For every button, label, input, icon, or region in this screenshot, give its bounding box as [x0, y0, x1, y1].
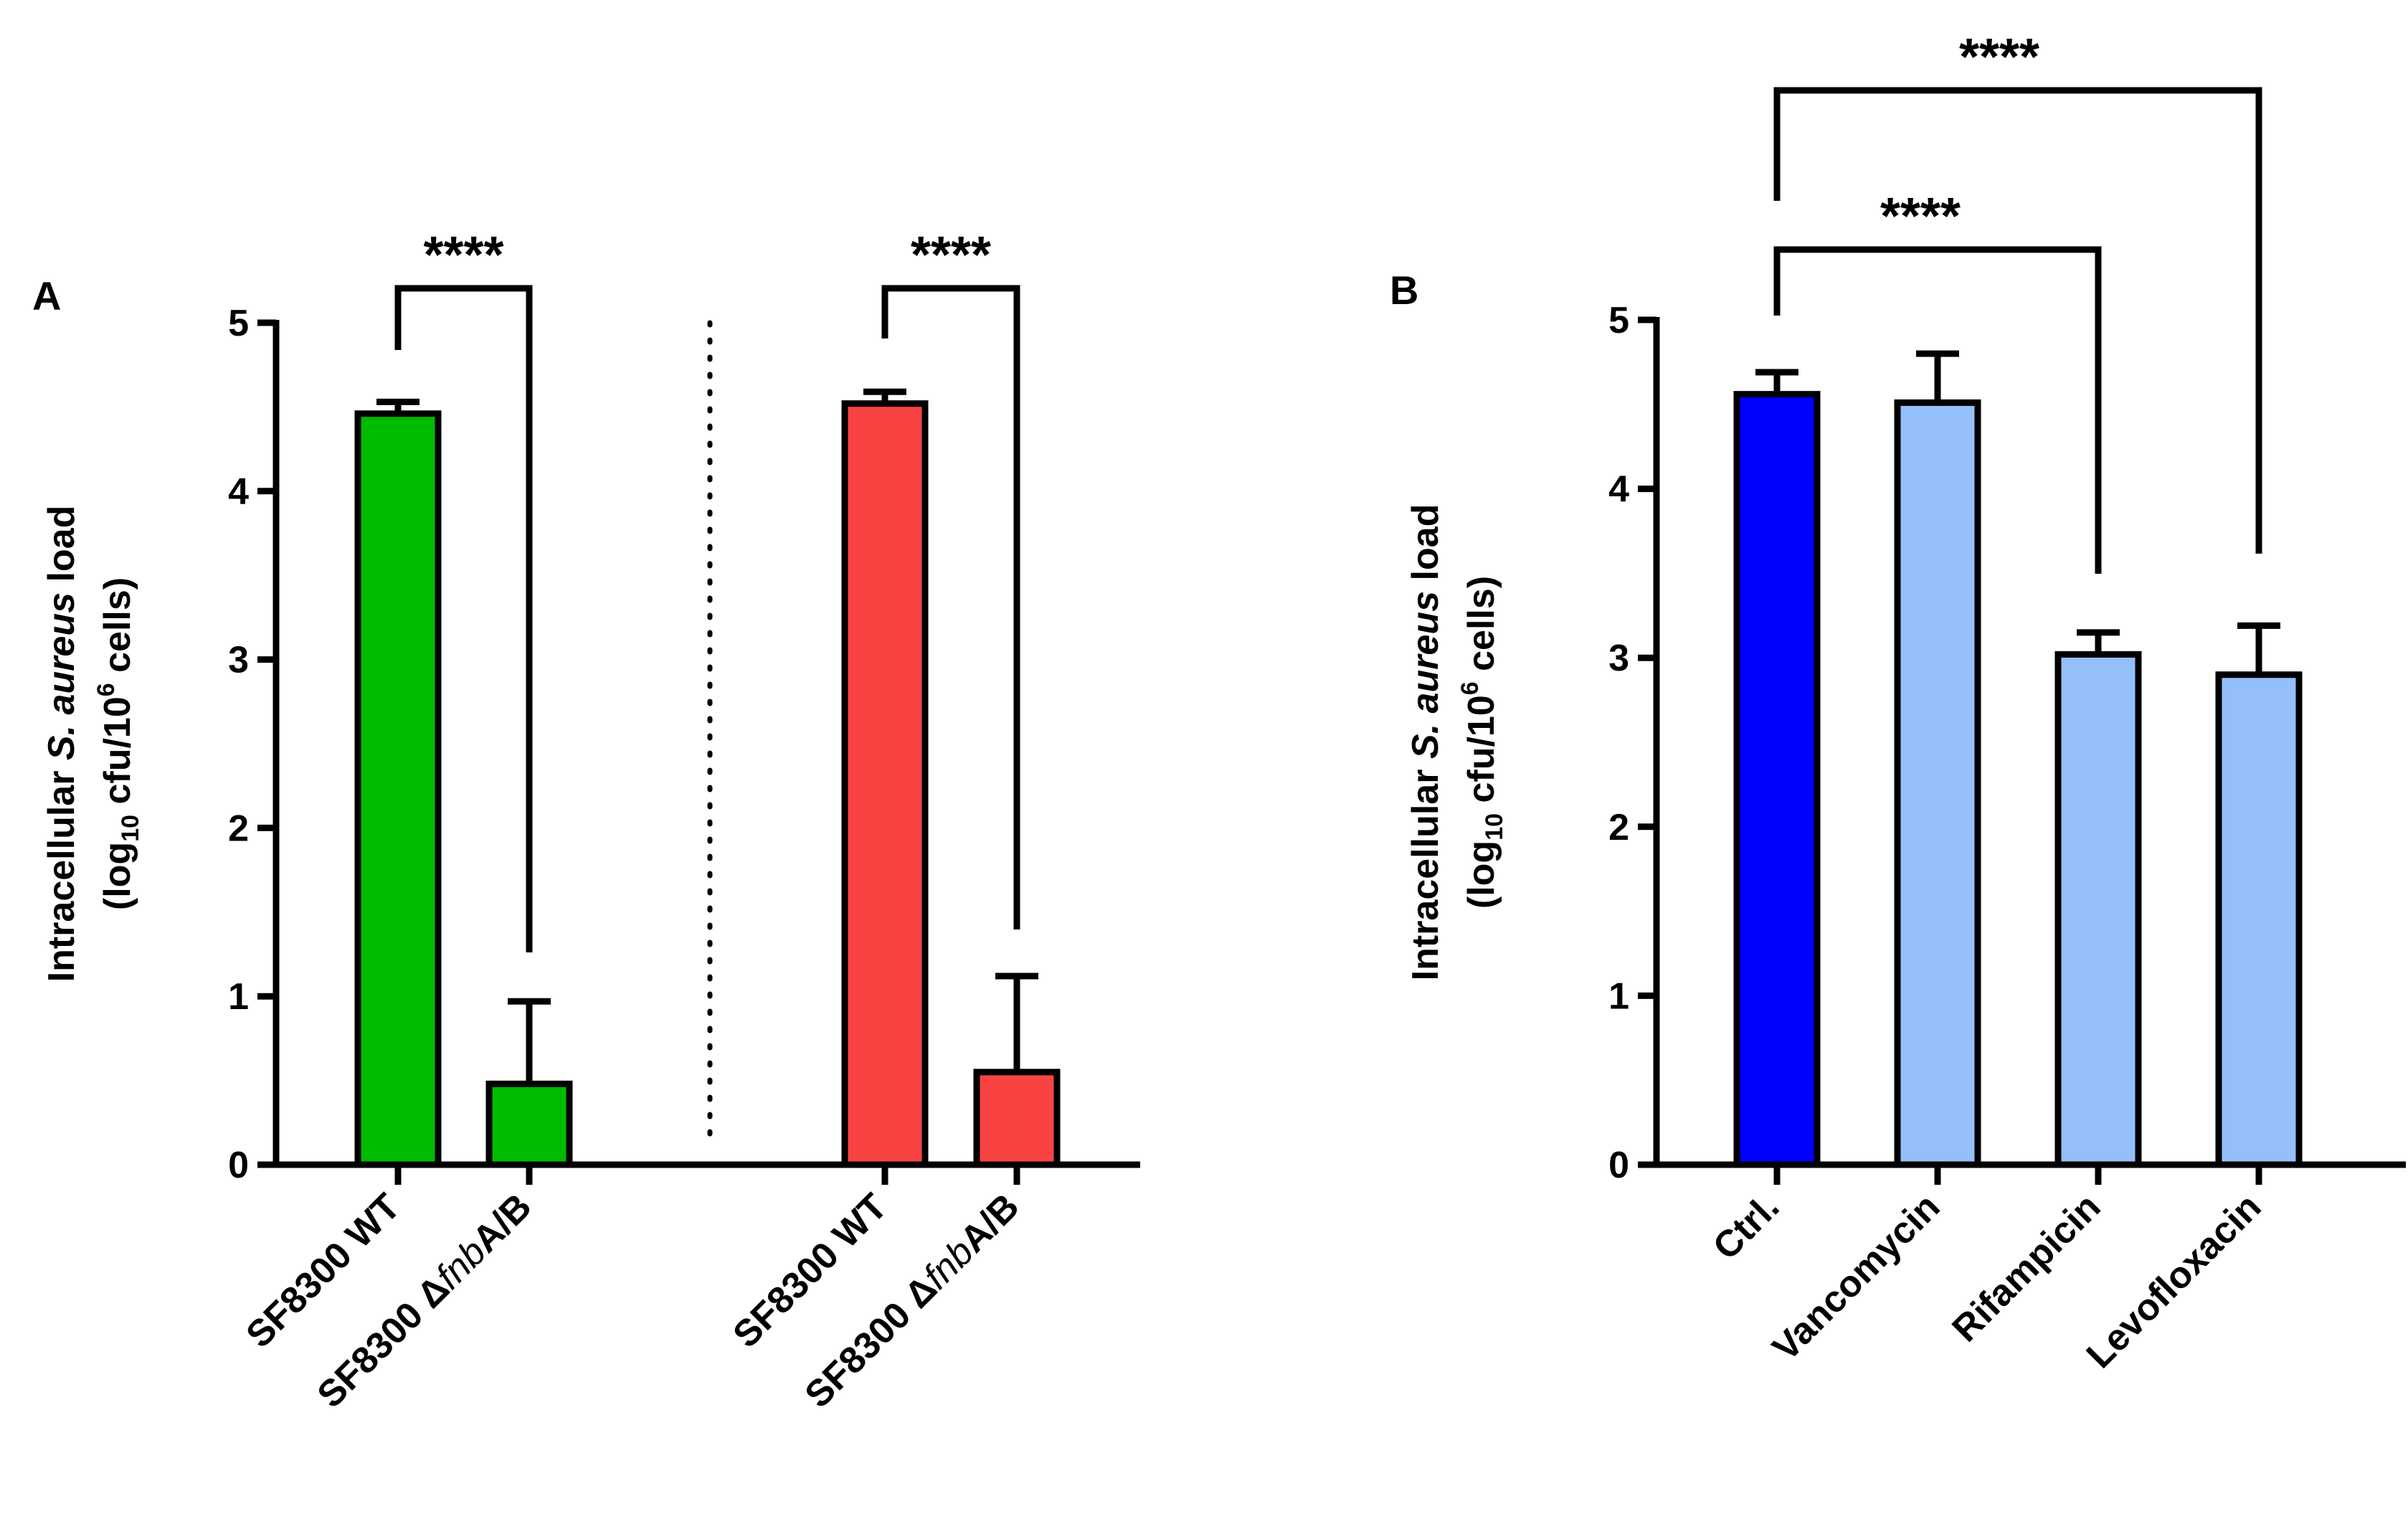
significance-bracket: [394, 285, 533, 952]
y-tick-label: 4: [1608, 469, 1629, 511]
x-tick-label: Vancomycin: [1765, 1185, 1948, 1369]
y-tick-label: 2: [1608, 807, 1629, 848]
bar: [1894, 399, 1981, 1168]
significance-label: ****: [1959, 29, 2039, 86]
bar: [2215, 671, 2303, 1168]
y-tick-label: 3: [1608, 638, 1629, 679]
bar: [841, 400, 929, 1168]
significance-label: ****: [911, 227, 991, 284]
significance-bracket: [881, 285, 1020, 929]
y-tick-label: 2: [228, 808, 249, 849]
significance-bracket: [1773, 87, 2262, 554]
y-tick-label: 3: [228, 640, 249, 681]
y-axis-label: Intracellular S. aureus load(log10 cfu/1…: [41, 506, 144, 983]
bar: [2054, 650, 2142, 1168]
bar: [354, 410, 442, 1168]
x-tick-label: Ctrl.: [1705, 1185, 1788, 1268]
y-tick-label: 1: [1608, 975, 1629, 1017]
significance-bracket: [1773, 246, 2102, 574]
y-tick-label: 5: [1608, 300, 1629, 341]
panel-a: A 0 1 2 3 4 5 Intracellular S. aureus load(log1…: [32, 227, 1140, 1416]
significance-label: ****: [1880, 188, 1961, 245]
y-tick-label: 0: [1608, 1145, 1629, 1186]
y-tick-label: 0: [228, 1145, 249, 1186]
y-tick-label: 5: [228, 303, 249, 344]
y-tick-label: 4: [228, 471, 249, 513]
bar: [485, 1080, 573, 1168]
significance-label: ****: [423, 227, 503, 284]
x-tick-label: Rifampicin: [1945, 1185, 2109, 1350]
panel-label: A: [32, 273, 61, 318]
y-axis-label: Intracellular S. aureus load(log10 cfu/1…: [1405, 504, 1508, 981]
y-tick-label: 1: [228, 976, 249, 1018]
bar: [1733, 391, 1821, 1168]
panel-label: B: [1390, 268, 1418, 313]
bar: [973, 1069, 1061, 1168]
panel-b: B 0 1 2 3 4 5 Intracellular S. aureus load(log1…: [1390, 29, 2406, 1376]
